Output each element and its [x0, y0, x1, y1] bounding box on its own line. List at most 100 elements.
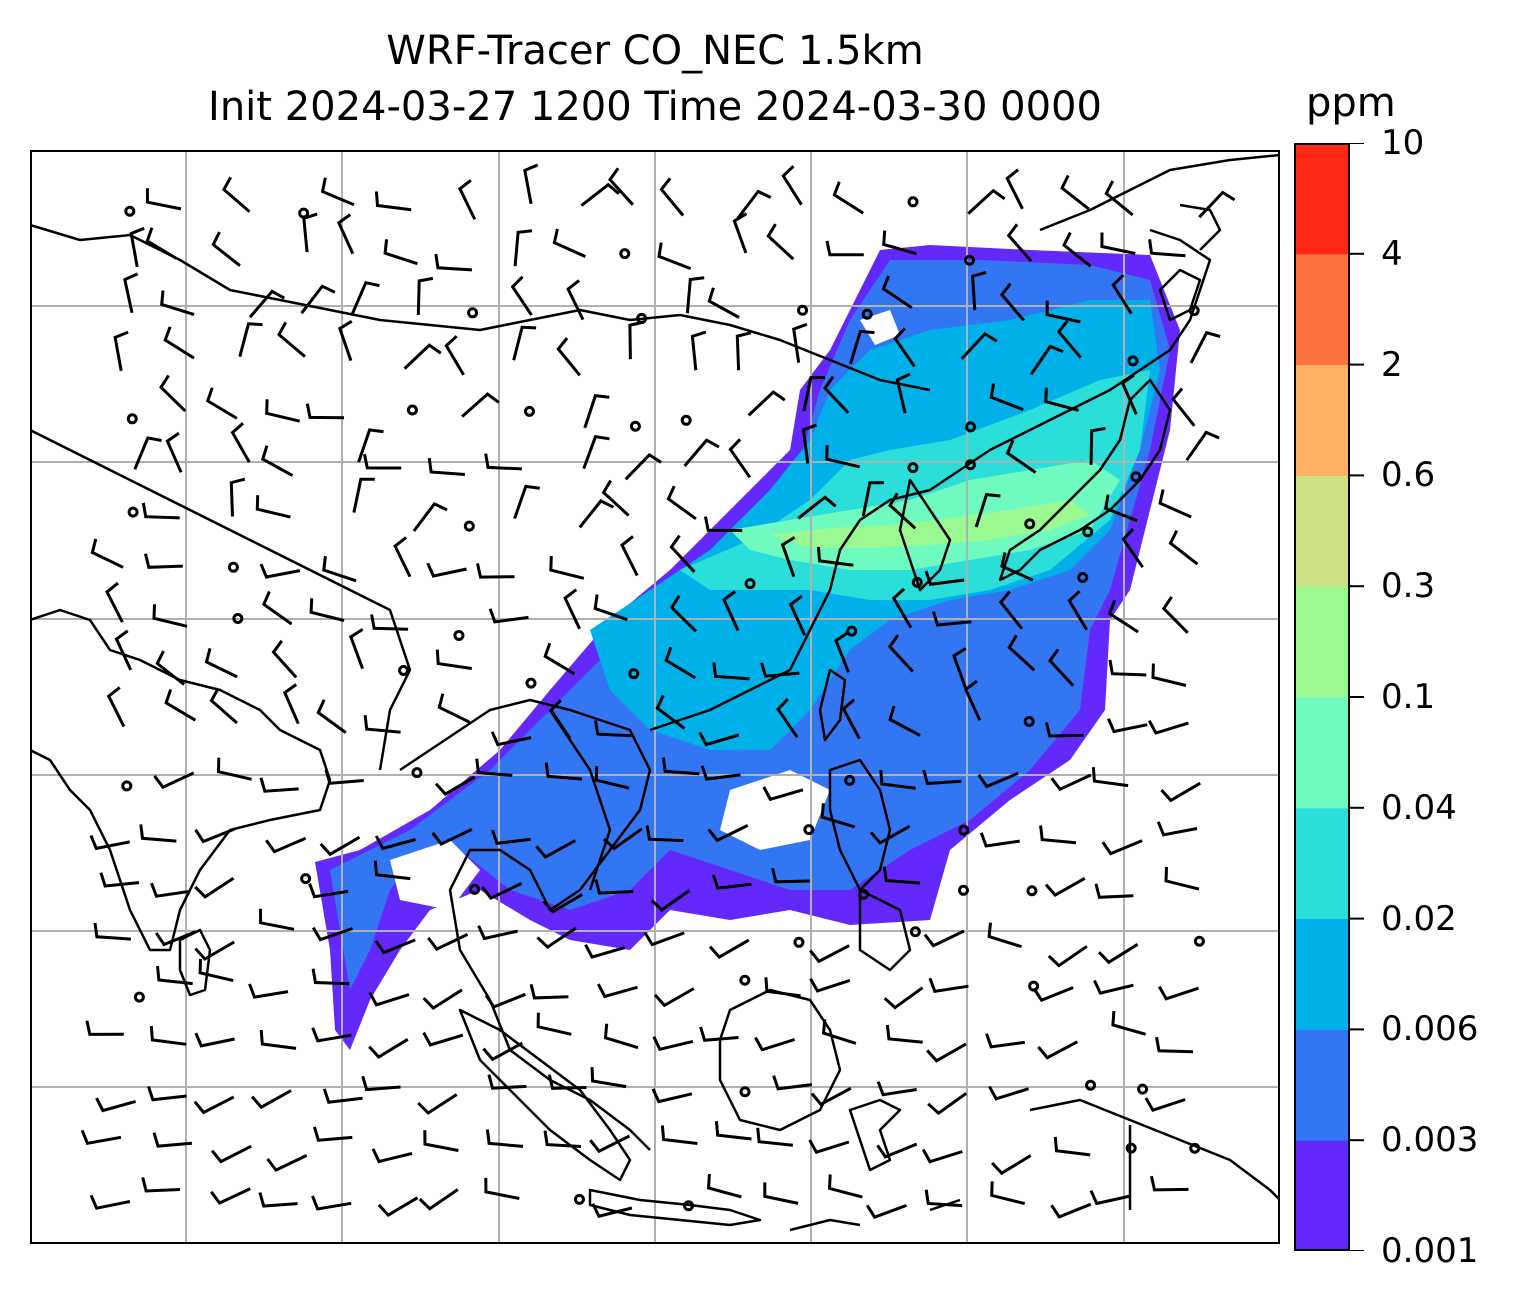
wind-barb — [1047, 945, 1088, 968]
colorbar-band — [1294, 586, 1350, 698]
calm-wind-marker — [1077, 572, 1089, 584]
wind-barb — [590, 1067, 627, 1089]
wind-barb — [89, 1194, 131, 1210]
wind-barb — [458, 179, 477, 221]
wind-barb — [1091, 767, 1129, 788]
wind-barb — [989, 383, 1024, 411]
wind-barb — [482, 1041, 524, 1062]
wind-barb — [593, 594, 628, 622]
wind-barb — [542, 893, 583, 914]
wind-barb — [194, 876, 235, 899]
wind-barb — [535, 839, 577, 859]
calm-wind-marker — [844, 774, 856, 786]
map-border — [30, 150, 1280, 1244]
wind-barb — [1098, 943, 1139, 965]
wind-barb — [552, 228, 587, 258]
calm-wind-marker — [739, 1086, 751, 1098]
calm-wind-marker — [957, 884, 969, 896]
wind-barb — [756, 1127, 794, 1147]
wind-barb — [300, 284, 336, 315]
wind-barb — [1168, 529, 1199, 566]
wind-barb — [320, 177, 355, 207]
wind-barb — [923, 929, 965, 948]
wind-barb — [1093, 979, 1134, 995]
wind-barb — [764, 977, 801, 998]
wind-barb — [1107, 718, 1148, 734]
calm-wind-marker — [909, 926, 921, 938]
calm-wind-marker — [793, 936, 805, 948]
wind-barb — [580, 182, 620, 207]
calm-wind-marker — [680, 414, 692, 426]
wind-barb — [1149, 1175, 1189, 1192]
wind-barb — [311, 968, 350, 986]
calm-wind-marker — [1082, 526, 1094, 538]
wind-barb — [801, 423, 818, 464]
wind-barb-layer — [80, 163, 1236, 1220]
wind-barb — [876, 1142, 918, 1159]
wind-barb — [643, 931, 685, 947]
calm-wind-marker — [797, 304, 809, 316]
wind-barb — [481, 882, 523, 900]
wind-barb — [952, 647, 967, 689]
wind-barb — [1100, 232, 1136, 255]
wind-barb — [370, 614, 409, 631]
wind-barb — [971, 270, 987, 311]
wind-barb — [998, 590, 1024, 630]
calm-wind-marker — [861, 308, 873, 320]
colorbar-tick-label: 0.003 — [1381, 1120, 1479, 1161]
wind-barb — [825, 445, 861, 469]
wind-barb — [928, 977, 969, 993]
wind-barb — [657, 242, 692, 270]
wind-barb — [129, 226, 145, 268]
wind-barb — [810, 1086, 852, 1107]
calm-wind-marker — [911, 576, 923, 588]
wind-barb — [1147, 719, 1189, 735]
wind-barb — [594, 879, 634, 895]
wind-barb — [591, 1202, 633, 1218]
wind-barb — [435, 649, 473, 670]
wind-barb — [80, 1129, 122, 1145]
calm-wind-marker — [1189, 1142, 1201, 1154]
wind-barb — [792, 322, 808, 363]
wind-barb — [311, 926, 353, 942]
wind-barb — [582, 435, 610, 470]
wind-barb — [893, 327, 916, 368]
wind-barb — [556, 337, 581, 377]
wind-barb — [589, 1134, 631, 1154]
wind-barb — [194, 940, 235, 961]
wind-barb — [1189, 330, 1221, 364]
wind-barb — [1108, 659, 1147, 677]
wind-barb — [760, 662, 800, 678]
wind-barb — [1045, 300, 1081, 324]
calm-wind-marker — [232, 612, 244, 624]
calm-wind-marker — [965, 421, 977, 433]
plot-title-line-1: WRF-Tracer CO_NEC 1.5km — [386, 28, 924, 74]
wind-barb — [1005, 439, 1037, 474]
wind-barb — [248, 983, 289, 999]
wind-barb — [153, 771, 195, 790]
wind-barb — [1111, 274, 1133, 315]
wind-barb — [736, 189, 772, 220]
wind-barb — [211, 231, 241, 267]
wind-barb — [1050, 773, 1092, 792]
wind-barb — [602, 827, 643, 851]
colorbar-band — [1294, 475, 1350, 587]
wind-barb — [1160, 781, 1201, 803]
wind-barb — [1067, 590, 1088, 631]
wind-barb — [882, 230, 917, 256]
wind-barb — [788, 594, 807, 636]
wind-barb — [885, 1024, 923, 1044]
wind-barb — [809, 978, 851, 993]
colorbar-bands — [1294, 143, 1350, 1251]
wind-barb — [549, 556, 585, 580]
wind-barb — [707, 287, 740, 319]
calm-wind-marker — [744, 578, 756, 590]
wind-barb — [1104, 494, 1138, 523]
wind-barb — [383, 239, 418, 266]
wind-barb — [437, 693, 471, 724]
wind-barb — [412, 502, 448, 532]
wind-barb — [820, 803, 856, 829]
wind-barb — [1148, 239, 1186, 258]
colorbar-band — [1294, 697, 1350, 809]
colorbar-tick-label: 0.6 — [1381, 455, 1436, 496]
